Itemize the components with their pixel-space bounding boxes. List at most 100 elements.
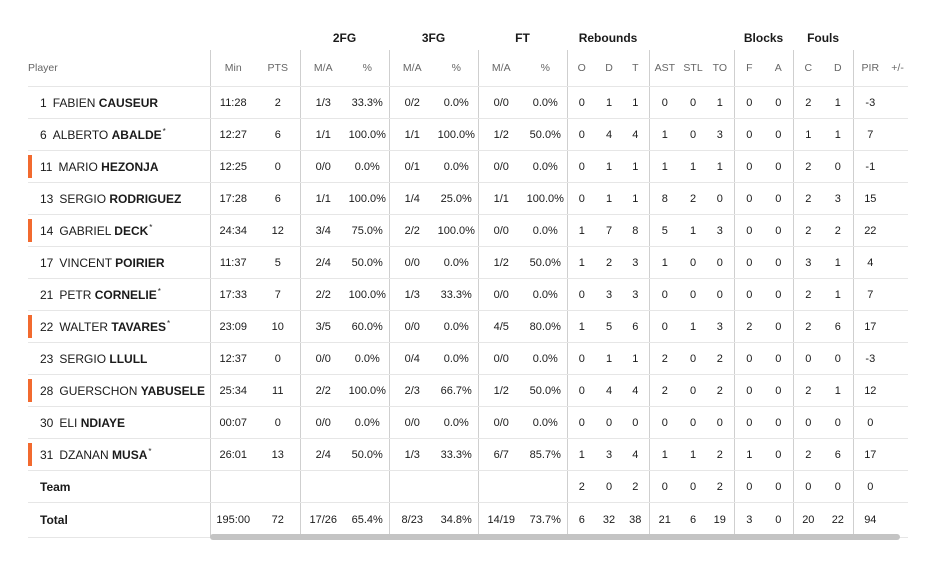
stat-foul-d: 1 (823, 86, 854, 119)
player-first-name[interactable]: PETR (59, 288, 92, 302)
player-cell[interactable]: 11 MARIO HEZONJA (28, 150, 210, 183)
player-cell[interactable]: 22 WALTER TAVARES* (28, 310, 210, 343)
player-cell[interactable]: 13 SERGIO RODRIGUEZ (28, 182, 210, 215)
player-last-name[interactable]: NDIAYE (80, 415, 125, 430)
player-last-name[interactable]: CORNELIE (94, 288, 157, 302)
stat-reb-o: 1 (566, 246, 597, 279)
table-row[interactable]: 11 MARIO HEZONJA 12:25 0 0/0 0.0% 0/1 0.0% 0/0 0.… (28, 150, 909, 183)
stat-fg2-ma: 0/0 (299, 150, 346, 183)
table-row[interactable]: 21 PETR CORNELIE* 17:33 7 2/2 100.0% 1/3 33.3% 0… (28, 278, 909, 311)
player-cell[interactable]: 30 ELI NDIAYE (28, 406, 210, 439)
group-header-ft: FT (515, 31, 530, 45)
table-row[interactable]: 23 SERGIO LLULL 12:37 0 0/0 0.0% 0/4 0.0% 0/0 0.0… (28, 342, 909, 375)
player-cell[interactable]: 21 PETR CORNELIE* (28, 278, 210, 311)
player-last-name[interactable]: CAUSEUR (98, 95, 159, 110)
column-header-pir[interactable]: PIR (852, 50, 888, 87)
stat-fg2-pct: 0.0% (346, 342, 389, 375)
player-last-name[interactable]: RODRIGUEZ (109, 191, 182, 206)
stat-blk-a: 0 (764, 406, 794, 439)
player-cell[interactable]: 17 VINCENT POIRIER (28, 246, 210, 279)
column-header-player[interactable]: Player (28, 50, 210, 87)
column-header-2fg-ma[interactable]: M/A (299, 50, 346, 87)
column-header-foul-c[interactable]: C (792, 50, 824, 87)
player-last-name[interactable]: YABUSELE (140, 383, 205, 398)
stat-reb-t: 3 (622, 246, 650, 279)
table-row[interactable]: 6 ALBERTO ABALDE* 12:27 6 1/1 100.0% 1/1 100.0%… (28, 118, 909, 151)
player-cell[interactable]: 23 SERGIO LLULL (28, 342, 210, 375)
stat-pts (256, 470, 300, 503)
player-cell[interactable]: 28 GUERSCHON YABUSELE (28, 374, 210, 407)
player-last-name[interactable]: ABALDE (111, 128, 162, 142)
column-header-3fg-ma[interactable]: M/A (388, 50, 435, 87)
stat-ft-ma: 1/2 (477, 118, 524, 151)
column-header-ast[interactable]: AST (648, 50, 681, 87)
table-row[interactable]: 13 SERGIO RODRIGUEZ 17:28 6 1/1 100.0% 1/4 25.0… (28, 182, 909, 215)
column-header-ft-pct[interactable]: % (524, 50, 568, 87)
column-header-foul-d[interactable]: D (823, 50, 854, 87)
player-first-name[interactable]: VINCENT (59, 255, 112, 270)
player-last-name[interactable]: DECK (114, 224, 149, 238)
player-last-name[interactable]: HEZONJA (101, 159, 159, 174)
stat-foul-c: 2 (792, 310, 824, 343)
player-last-name[interactable]: TAVARES (111, 320, 167, 334)
column-header-3fg-pct[interactable]: % (435, 50, 478, 87)
stat-stl: 2 (680, 182, 707, 215)
stat-foul-c: 2 (792, 278, 824, 311)
player-last-name[interactable]: LLULL (109, 351, 148, 366)
player-first-name[interactable]: SERGIO (59, 191, 107, 206)
stat-reb-t: 4 (622, 118, 650, 151)
boxscore-body: 1 FABIEN CAUSEUR 11:28 2 1/3 33.3% 0/2 0.0% 0/0 0… (28, 86, 909, 538)
column-header-pts[interactable]: PTS (256, 50, 300, 87)
player-last-name[interactable]: MUSA (112, 448, 148, 462)
column-header-reb-o[interactable]: O (566, 50, 597, 87)
table-row[interactable]: 31 DZANAN MUSA* 26:01 13 2/4 50.0% 1/3 33.3% 6/7… (28, 438, 909, 471)
player-first-name[interactable]: FABIEN (52, 95, 96, 110)
table-row[interactable]: 22 WALTER TAVARES* 23:09 10 3/5 60.0% 0/0 0.0% 4… (28, 310, 909, 343)
player-number: 17 (40, 255, 54, 270)
player-first-name[interactable]: WALTER (59, 320, 109, 334)
column-header-min[interactable]: Min (209, 50, 256, 87)
table-row[interactable]: 30 ELI NDIAYE 00:07 0 0/0 0.0% 0/0 0.0% 0/0 0.0% 0… (28, 406, 909, 439)
player-cell[interactable]: 6 ALBERTO ABALDE* (28, 118, 210, 151)
player-first-name[interactable]: SERGIO (59, 351, 107, 366)
table-row[interactable]: 1 FABIEN CAUSEUR 11:28 2 1/3 33.3% 0/2 0.0% 0/0 0… (28, 86, 909, 119)
column-header-stl[interactable]: STL (680, 50, 707, 87)
stat-blk-f: 0 (733, 246, 765, 279)
player-cell[interactable]: 14 GABRIEL DECK* (28, 214, 210, 247)
stat-fg2-ma (299, 470, 346, 503)
stat-fg3-pct: 0.0% (435, 406, 478, 439)
player-first-name[interactable]: GABRIEL (59, 224, 111, 238)
stat-fg2-pct: 100.0% (346, 374, 389, 407)
total-row: Total 195:00 72 17/26 65.4% 8/23 34.8% 14/19 73.… (28, 502, 909, 538)
table-row[interactable]: 17 VINCENT POIRIER 11:37 5 2/4 50.0% 0/0 0.0% 1/… (28, 246, 909, 279)
player-cell[interactable]: 31 DZANAN MUSA* (28, 438, 210, 471)
column-header-ft-ma[interactable]: M/A (477, 50, 524, 87)
player-first-name[interactable]: MARIO (58, 159, 98, 174)
stat-reb-o: 0 (566, 342, 597, 375)
player-first-name[interactable]: DZANAN (59, 448, 109, 462)
column-header-plusminus[interactable]: +/- (887, 50, 909, 87)
column-header-reb-d[interactable]: D (596, 50, 623, 87)
group-header-blocks: Blocks (743, 31, 784, 45)
player-first-name[interactable]: ALBERTO (52, 128, 109, 142)
player-cell[interactable]: 1 FABIEN CAUSEUR (28, 86, 210, 119)
stat-ft-ma (477, 470, 524, 503)
horizontal-scrollbar[interactable] (210, 534, 900, 540)
table-row[interactable]: 28 GUERSCHON YABUSELE 25:34 11 2/2 100.0% 2/3 6… (28, 374, 909, 407)
stat-stl: 0 (680, 278, 707, 311)
stat-reb-t: 6 (622, 310, 650, 343)
stat-fg2-pct: 50.0% (346, 246, 389, 279)
player-last-name[interactable]: POIRIER (115, 255, 165, 270)
stat-reb-o: 0 (566, 278, 597, 311)
stat-reb-d: 0 (596, 406, 623, 439)
column-header-blk-f[interactable]: F (733, 50, 765, 87)
column-header-reb-t[interactable]: T (622, 50, 650, 87)
column-header-2fg-pct[interactable]: % (346, 50, 389, 87)
stat-fg2-ma: 17/26 (299, 502, 346, 538)
table-row[interactable]: 14 GABRIEL DECK* 24:34 12 3/4 75.0% 2/2 100.0% 0… (28, 214, 909, 247)
player-first-name[interactable]: ELI (59, 415, 78, 430)
stat-foul-d: 1 (823, 118, 854, 151)
column-header-blk-a[interactable]: A (764, 50, 794, 87)
player-first-name[interactable]: GUERSCHON (59, 383, 138, 398)
column-header-to[interactable]: TO (706, 50, 735, 87)
